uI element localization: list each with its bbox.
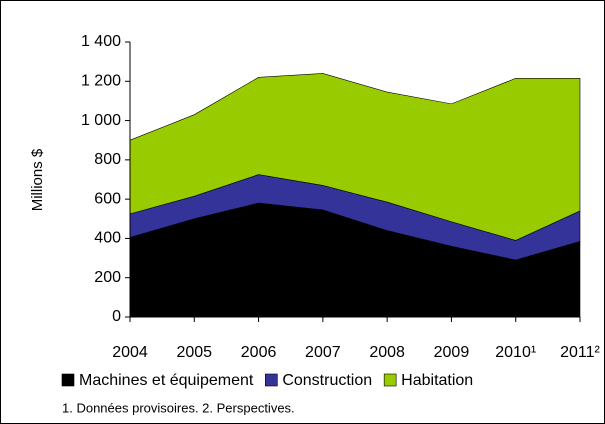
legend-label: Construction (282, 372, 372, 389)
x-tick-label: 2005 (176, 344, 212, 361)
x-tick-label: 2007 (305, 344, 341, 361)
y-tick-label: 200 (94, 269, 121, 286)
legend-label: Habitation (401, 372, 473, 389)
y-axis-label: Millions $ (29, 148, 46, 211)
y-tick-label: 800 (94, 151, 121, 168)
y-tick-label: 1 200 (81, 73, 121, 90)
x-tick-label: 2011² (560, 344, 600, 361)
x-tick-label: 2008 (369, 344, 405, 361)
y-tick-label: 400 (94, 230, 121, 247)
legend-swatch (61, 373, 75, 387)
y-tick-label: 600 (94, 190, 121, 207)
y-tick-label: 1 400 (81, 33, 121, 50)
legend-label: Machines et équipement (79, 372, 254, 389)
x-tick-label: 2010¹ (495, 344, 536, 361)
y-tick-label: 0 (112, 308, 121, 325)
footnote: 1. Données provisoires. 2. Perspectives. (62, 400, 295, 415)
legend-swatch (383, 373, 397, 387)
legend-swatch (265, 373, 278, 387)
x-tick-label: 2009 (434, 344, 470, 361)
y-tick-label: 1 000 (81, 112, 121, 129)
x-tick-label: 2004 (112, 344, 148, 361)
area (129, 73, 581, 241)
x-tick-label: 2006 (241, 344, 277, 361)
